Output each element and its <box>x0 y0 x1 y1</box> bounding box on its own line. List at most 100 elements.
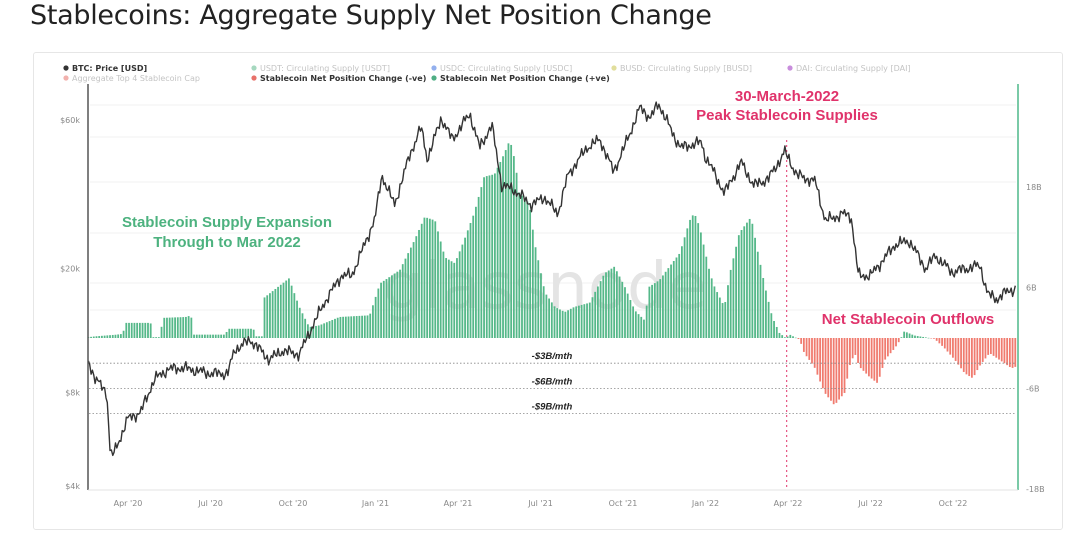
bar-negative <box>886 338 889 357</box>
bar-positive <box>195 334 198 338</box>
bar-positive <box>236 328 239 338</box>
bar-negative <box>949 338 952 355</box>
x-tick-label: Jul '20 <box>197 499 223 508</box>
bar-positive <box>434 221 437 338</box>
bar-positive <box>258 336 261 338</box>
legend-item[interactable]: USDC: Circulating Supply [USDC] <box>440 64 572 73</box>
legend-marker <box>431 75 437 81</box>
bar-negative <box>935 338 938 341</box>
bar-positive <box>453 262 456 338</box>
bar-negative <box>800 338 803 344</box>
bar-negative <box>811 338 813 364</box>
bar-positive <box>651 284 653 338</box>
bar-positive <box>328 321 331 338</box>
bar-positive <box>222 334 225 338</box>
legend-item[interactable]: BUSD: Circulating Supply [BUSD] <box>620 64 752 73</box>
bar-positive <box>382 280 385 338</box>
bar-negative <box>957 338 960 365</box>
legend-item[interactable]: DAI: Circulating Supply [DAI] <box>796 64 911 73</box>
bar-positive <box>315 325 317 338</box>
bar-positive <box>469 223 472 338</box>
bar-positive <box>924 337 927 338</box>
bar-positive <box>260 336 263 338</box>
bar-positive <box>624 287 626 338</box>
bar-positive <box>244 328 247 338</box>
bar-positive <box>643 319 645 338</box>
bar-positive <box>472 215 475 338</box>
bar-positive <box>737 235 740 338</box>
bar-positive <box>149 323 152 338</box>
bar-positive <box>374 296 377 338</box>
bar-positive <box>713 286 716 338</box>
bar-positive <box>187 316 190 338</box>
bar-positive <box>90 336 92 338</box>
bar-negative <box>1011 338 1014 368</box>
right-axis-ticks: 18B 6B -6B -18B <box>1026 183 1045 494</box>
bar-positive <box>762 278 765 338</box>
bar-positive <box>141 322 144 338</box>
bar-positive <box>672 261 675 338</box>
bar-positive <box>529 209 532 338</box>
bar-negative <box>846 338 849 379</box>
left-tick-label: $20k <box>60 265 80 274</box>
bar-positive <box>377 288 380 338</box>
bar-positive <box>347 316 350 338</box>
bar-positive <box>916 336 919 338</box>
bar-positive <box>634 311 637 338</box>
bar-positive <box>95 336 98 338</box>
legend-item[interactable]: BTC: Price [USD] <box>72 64 147 73</box>
bar-positive <box>900 337 903 338</box>
bar-negative <box>946 338 949 352</box>
bar-negative <box>897 338 900 343</box>
bar-positive <box>792 336 794 338</box>
bar-positive <box>502 156 504 338</box>
x-tick-label: Apr '20 <box>114 499 143 508</box>
bar-positive <box>751 223 754 338</box>
bar-positive <box>193 334 195 338</box>
bar-positive <box>540 273 542 338</box>
bar-positive <box>496 167 499 338</box>
bar-positive <box>171 317 174 338</box>
bar-positive <box>681 246 683 338</box>
x-tick-label: Oct '21 <box>609 499 638 508</box>
legend-item[interactable]: Stablecoin Net Position Change (-ve) <box>260 74 426 83</box>
bar-negative <box>1006 338 1009 366</box>
legend-item[interactable]: Aggregate Top 4 Stablecoin Cap <box>72 74 200 83</box>
bar-positive <box>767 301 770 338</box>
bar-negative <box>889 338 892 354</box>
bar-positive <box>128 322 130 338</box>
x-tick-label: Apr '21 <box>444 499 473 508</box>
bar-positive <box>664 271 667 338</box>
bar-positive <box>466 230 469 338</box>
bar-positive <box>415 236 418 338</box>
left-tick-label: $8k <box>65 388 80 397</box>
bar-positive <box>255 336 258 338</box>
legend-marker <box>251 75 257 81</box>
bar-positive <box>185 316 187 338</box>
bar-positive <box>770 313 773 338</box>
legend-marker <box>63 65 69 71</box>
bar-positive <box>461 244 464 338</box>
bar-positive <box>320 324 323 338</box>
bar-positive <box>109 335 111 338</box>
bar-negative <box>881 338 884 368</box>
bar-positive <box>106 335 109 338</box>
bar-positive <box>607 270 610 338</box>
bar-positive <box>905 332 908 338</box>
bar-positive <box>420 223 423 338</box>
left-tick-label: $60k <box>60 116 80 125</box>
bar-positive <box>168 317 171 338</box>
bar-positive <box>160 326 163 338</box>
bar-positive <box>239 328 242 338</box>
legend-item[interactable]: USDT: Circulating Supply [USDT] <box>260 64 390 73</box>
legend-marker <box>63 75 69 81</box>
bar-negative <box>808 338 811 360</box>
bar-positive <box>426 217 429 338</box>
bar-positive <box>228 328 231 338</box>
bar-positive <box>176 317 179 338</box>
bar-positive <box>285 280 288 338</box>
reference-line-label: -$6B/mth <box>532 376 573 387</box>
bar-negative <box>843 338 846 393</box>
bar-positive <box>610 268 613 338</box>
legend-item[interactable]: Stablecoin Net Position Change (+ve) <box>440 74 610 83</box>
